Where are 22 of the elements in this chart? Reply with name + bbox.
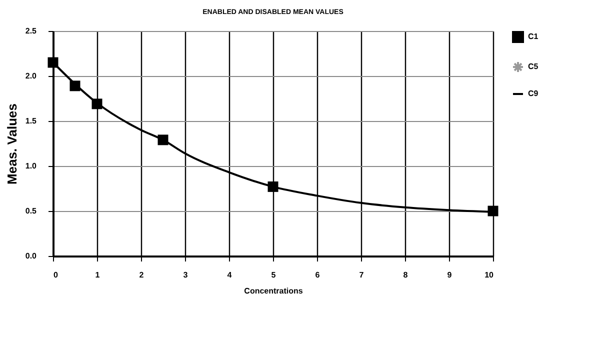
x-tick-label: 10 [484, 270, 494, 280]
y-tick-label: 1.5 [25, 116, 38, 126]
x-tick-label: 4 [227, 270, 232, 280]
legend-label: C9 [528, 89, 539, 98]
y-tick-label: 0.5 [25, 206, 38, 216]
x-tick-label: 8 [403, 270, 408, 280]
x-tick-label: 7 [359, 270, 364, 280]
y-tick-label: 2.0 [25, 72, 38, 80]
y-axis-title: Meas. Values [4, 104, 20, 184]
x-tick-label: 0 [54, 270, 58, 280]
legend-label: C1 [528, 32, 539, 41]
y-tick-label: 1.0 [25, 162, 38, 170]
x-tick-label: 1 [95, 270, 100, 280]
x-tick-label: 9 [447, 270, 452, 280]
y-tick-label: 2.5 [25, 26, 38, 36]
x-tick-label: 5 [271, 270, 276, 280]
y-tick-label: 0.0 [25, 252, 38, 260]
x-tick-label: 6 [315, 270, 320, 280]
x-tick-label: 3 [183, 270, 188, 280]
x-tick-label: 2 [139, 270, 144, 280]
x-axis-title: Concentrations [244, 286, 304, 296]
legend-label: C5 [528, 62, 539, 71]
